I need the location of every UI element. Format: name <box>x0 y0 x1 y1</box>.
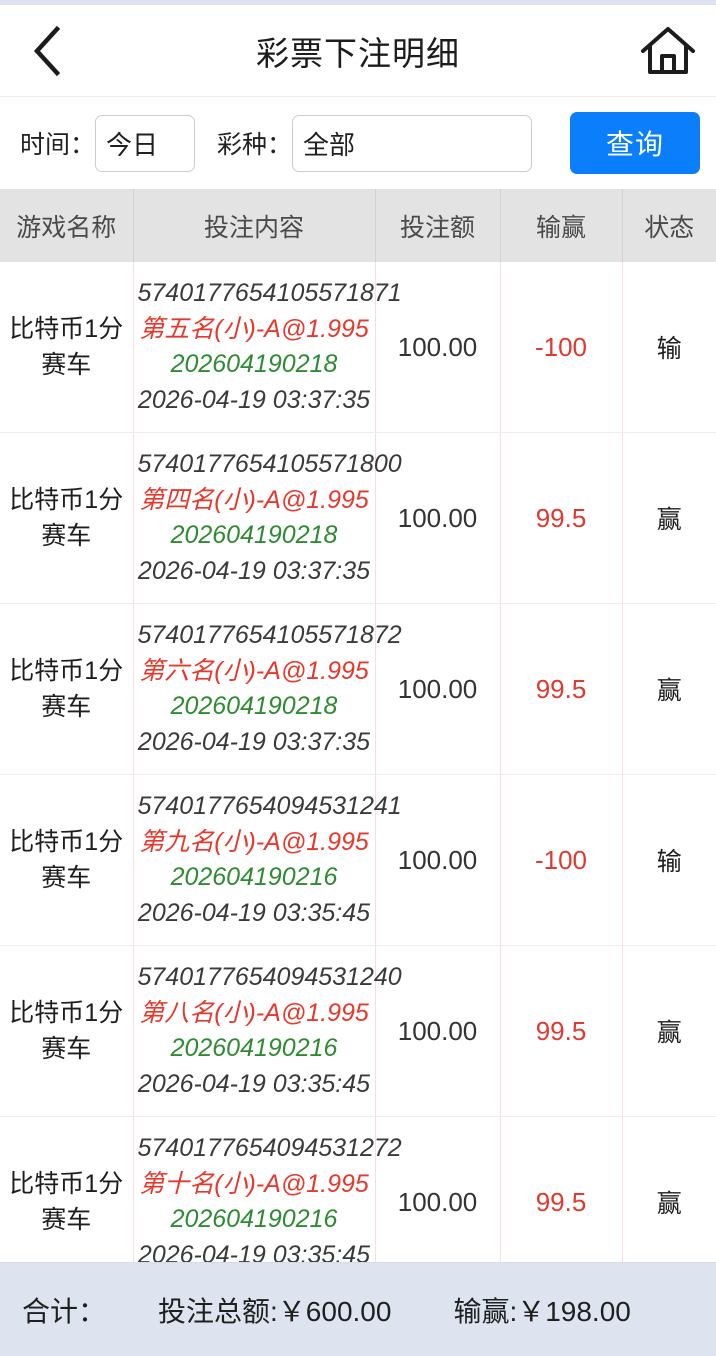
cell-bet-amount: 100.00 <box>375 945 501 1117</box>
cell-bet-amount: 100.00 <box>375 262 501 433</box>
bet-selection: 第十名(小)-A@1.995 <box>139 1169 369 1198</box>
bet-time: 2026-04-19 03:35:45 <box>137 1240 371 1263</box>
bet-selection: 第四名(小)-A@1.995 <box>139 485 369 514</box>
cell-win-loss: 99.5 <box>500 432 623 604</box>
cell-bet-content: 5740177654105571800 第四名(小)-A@1.995 2026041… <box>133 432 402 604</box>
table-row[interactable]: 比特币1分赛车 5740177654105571800 第四名(小)-A@1.995… <box>0 432 716 604</box>
table-row[interactable]: 比特币1分赛车 5740177654105571871 第五名(小)-A@1.995… <box>0 262 716 433</box>
totals-bar: 合计： 投注总额:￥600.00 输赢:￥198.00 <box>0 1262 716 1356</box>
home-icon <box>639 24 697 78</box>
bet-selection: 第九名(小)-A@1.995 <box>139 827 369 856</box>
cell-game-name: 比特币1分赛车 <box>0 262 134 433</box>
cell-game-name: 比特币1分赛车 <box>0 1116 134 1262</box>
cell-win-loss: 99.5 <box>500 603 623 775</box>
cell-bet-content: 5740177654105571872 第六名(小)-A@1.995 2026041… <box>133 603 402 775</box>
bet-period: 202604190216 <box>170 1205 338 1233</box>
bet-time: 2026-04-19 03:37:35 <box>137 556 371 585</box>
bet-time: 2026-04-19 03:35:45 <box>137 1069 371 1098</box>
lottery-label: 彩种： <box>217 131 293 159</box>
table-header: 游戏名称 投注内容 投注额 输赢 状态 <box>0 189 716 262</box>
bet-selection: 第五名(小)-A@1.995 <box>139 314 369 343</box>
table-row[interactable]: 比特币1分赛车 5740177654094531272 第十名(小)-A@1.995… <box>0 1116 716 1263</box>
cell-bet-amount: 100.00 <box>375 432 501 604</box>
cell-bet-content: 5740177654094531241 第九名(小)-A@1.995 2026041… <box>133 774 402 946</box>
cell-win-loss: 99.5 <box>500 1116 623 1262</box>
bet-order-no: 5740177654105571800 <box>137 450 402 478</box>
bet-order-no: 5740177654094531272 <box>137 1134 402 1162</box>
cell-bet-content: 5740177654105571871 第五名(小)-A@1.995 2026041… <box>133 262 402 433</box>
total-label: 合计： <box>22 1295 107 1327</box>
bet-period: 202604190218 <box>170 521 338 549</box>
bet-time: 2026-04-19 03:37:35 <box>137 385 371 414</box>
time-label: 时间： <box>20 131 96 159</box>
cell-bet-content: 5740177654094531240 第八名(小)-A@1.995 2026041… <box>133 945 402 1117</box>
cell-win-loss: 99.5 <box>500 945 623 1117</box>
bet-time: 2026-04-19 03:37:35 <box>137 727 371 756</box>
cell-status: 赢 <box>622 432 716 604</box>
bet-table: 游戏名称 投注内容 投注额 输赢 状态 比特币1分赛车 5740177654105… <box>0 189 716 1262</box>
cell-bet-amount: 100.00 <box>375 774 501 946</box>
bet-period: 202604190216 <box>170 1034 338 1062</box>
page-header: 彩票下注明细 <box>0 5 716 97</box>
home-button[interactable] <box>638 21 698 81</box>
column-header-amount: 投注额 <box>375 189 501 262</box>
cell-win-loss: -100 <box>500 774 623 946</box>
page-title: 彩票下注明细 <box>256 34 460 72</box>
total-winloss-amount: 输赢:￥198.00 <box>453 1295 631 1327</box>
bet-selection: 第八名(小)-A@1.995 <box>139 998 369 1027</box>
lottery-type-input[interactable] <box>292 114 533 172</box>
bet-order-no: 5740177654094531241 <box>137 792 402 820</box>
table-row[interactable]: 比特币1分赛车 5740177654094531240 第八名(小)-A@1.995… <box>0 945 716 1117</box>
back-button[interactable] <box>18 23 74 79</box>
cell-game-name: 比特币1分赛车 <box>0 945 134 1117</box>
cell-game-name: 比特币1分赛车 <box>0 603 134 775</box>
bet-selection: 第六名(小)-A@1.995 <box>139 656 369 685</box>
filter-bar: 时间： 彩种： 查询 <box>0 97 716 189</box>
time-input[interactable] <box>95 114 196 172</box>
bet-order-no: 5740177654094531240 <box>137 963 402 991</box>
bet-order-no: 5740177654105571871 <box>137 279 402 307</box>
cell-game-name: 比特币1分赛车 <box>0 432 134 604</box>
bet-period: 202604190218 <box>170 350 338 378</box>
cell-status: 赢 <box>622 945 716 1117</box>
bet-period: 202604190216 <box>170 863 338 891</box>
bet-order-no: 5740177654105571872 <box>137 621 402 649</box>
bet-time: 2026-04-19 03:35:45 <box>137 898 371 927</box>
bet-period: 202604190218 <box>170 692 338 720</box>
cell-status: 输 <box>622 262 716 433</box>
cell-bet-content: 5740177654094531272 第十名(小)-A@1.995 2026041… <box>133 1116 402 1263</box>
bet-table-scroll-area[interactable]: 游戏名称 投注内容 投注额 输赢 状态 比特币1分赛车 5740177654105… <box>0 189 716 1262</box>
cell-bet-amount: 100.00 <box>375 1116 501 1262</box>
table-header-row: 游戏名称 投注内容 投注额 输赢 状态 <box>0 189 716 262</box>
column-header-status: 状态 <box>622 189 716 262</box>
cell-bet-amount: 100.00 <box>375 603 501 775</box>
cell-status: 输 <box>622 774 716 946</box>
table-body: 比特币1分赛车 5740177654105571871 第五名(小)-A@1.995… <box>0 262 716 1262</box>
column-header-content: 投注内容 <box>133 189 376 262</box>
query-button[interactable]: 查询 <box>570 112 700 174</box>
cell-status: 赢 <box>622 1116 716 1262</box>
total-stake-amount: 投注总额:￥600.00 <box>158 1295 392 1327</box>
table-row[interactable]: 比特币1分赛车 5740177654105571872 第六名(小)-A@1.995… <box>0 603 716 775</box>
chevron-left-icon <box>29 25 63 77</box>
cell-status: 赢 <box>622 603 716 775</box>
table-row[interactable]: 比特币1分赛车 5740177654094531241 第九名(小)-A@1.995… <box>0 774 716 946</box>
column-header-winloss: 输赢 <box>500 189 623 262</box>
cell-win-loss: -100 <box>500 262 623 433</box>
status-strip <box>0 0 716 5</box>
cell-game-name: 比特币1分赛车 <box>0 774 134 946</box>
column-header-game: 游戏名称 <box>0 189 134 262</box>
